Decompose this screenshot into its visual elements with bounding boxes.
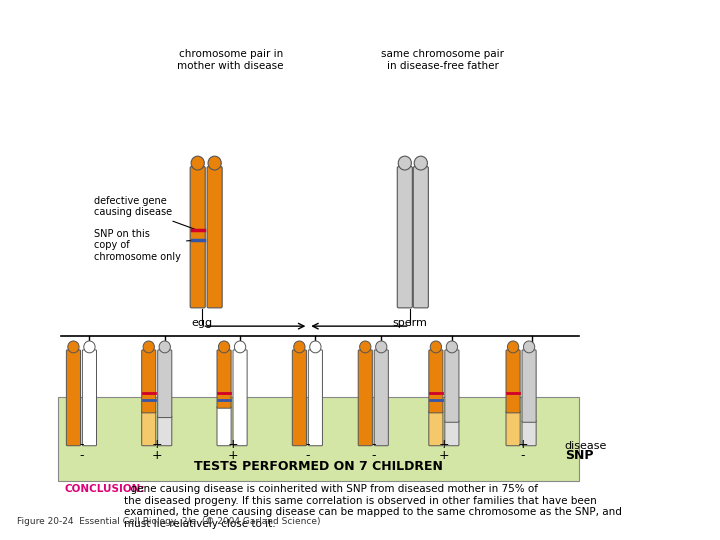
FancyBboxPatch shape	[158, 416, 172, 446]
FancyBboxPatch shape	[429, 350, 443, 413]
Text: +: +	[152, 438, 163, 451]
Text: TESTS PERFORMED ON 7 CHILDREN: TESTS PERFORMED ON 7 CHILDREN	[194, 461, 443, 474]
FancyBboxPatch shape	[506, 350, 520, 413]
FancyBboxPatch shape	[374, 350, 388, 446]
Text: -: -	[305, 449, 310, 462]
Text: +: +	[517, 438, 528, 451]
Text: defective gene
causing disease: defective gene causing disease	[94, 196, 195, 229]
Circle shape	[359, 341, 371, 353]
Circle shape	[376, 341, 387, 353]
Text: same chromosome pair
in disease-free father: same chromosome pair in disease-free fat…	[381, 50, 504, 71]
FancyBboxPatch shape	[359, 350, 372, 446]
FancyBboxPatch shape	[207, 166, 222, 308]
Circle shape	[68, 341, 79, 353]
Text: gene causing disease is coinherited with SNP from diseased mother in 75% of
the : gene causing disease is coinherited with…	[125, 484, 622, 529]
FancyBboxPatch shape	[292, 350, 307, 446]
Text: SNP: SNP	[565, 449, 593, 462]
FancyBboxPatch shape	[158, 350, 172, 417]
Circle shape	[191, 156, 204, 170]
Circle shape	[159, 341, 171, 353]
Text: +: +	[228, 449, 238, 462]
Circle shape	[523, 341, 535, 353]
FancyBboxPatch shape	[217, 406, 231, 445]
FancyBboxPatch shape	[142, 350, 156, 413]
Circle shape	[398, 156, 411, 170]
Circle shape	[235, 341, 246, 353]
FancyBboxPatch shape	[142, 411, 156, 446]
Text: +: +	[152, 449, 163, 462]
FancyBboxPatch shape	[506, 411, 520, 446]
Circle shape	[446, 341, 457, 353]
FancyBboxPatch shape	[233, 350, 247, 446]
Text: Figure 20-24  Essential Cell Biology, 2/e. (© 2004 Garland Science): Figure 20-24 Essential Cell Biology, 2/e…	[17, 517, 320, 526]
FancyBboxPatch shape	[58, 397, 579, 481]
FancyBboxPatch shape	[66, 350, 81, 446]
Text: egg: egg	[192, 318, 213, 328]
Circle shape	[208, 156, 221, 170]
Text: +: +	[228, 438, 238, 451]
Text: sperm: sperm	[392, 318, 427, 328]
Text: SNP on this
copy of
chromosome only: SNP on this copy of chromosome only	[94, 228, 195, 262]
FancyBboxPatch shape	[522, 420, 536, 445]
Text: chromosome pair in
mother with disease: chromosome pair in mother with disease	[177, 50, 284, 71]
FancyBboxPatch shape	[217, 350, 231, 408]
Circle shape	[218, 341, 230, 353]
FancyBboxPatch shape	[445, 420, 459, 445]
FancyBboxPatch shape	[413, 166, 428, 308]
Text: disease: disease	[565, 441, 607, 451]
Circle shape	[508, 341, 518, 353]
FancyBboxPatch shape	[397, 166, 413, 308]
Text: -: -	[80, 449, 84, 462]
FancyBboxPatch shape	[445, 350, 459, 422]
FancyBboxPatch shape	[190, 166, 205, 308]
Circle shape	[414, 156, 428, 170]
FancyBboxPatch shape	[429, 411, 443, 446]
FancyBboxPatch shape	[522, 350, 536, 422]
Text: -: -	[305, 438, 310, 451]
Text: CONCLUSION:: CONCLUSION:	[64, 484, 145, 494]
FancyBboxPatch shape	[308, 350, 323, 446]
Text: +: +	[439, 449, 450, 462]
Text: -: -	[372, 438, 376, 451]
Circle shape	[143, 341, 154, 353]
Circle shape	[294, 341, 305, 353]
Text: -: -	[521, 449, 525, 462]
Text: -: -	[372, 449, 376, 462]
Text: +: +	[439, 438, 450, 451]
Circle shape	[310, 341, 321, 353]
Circle shape	[84, 341, 95, 353]
Circle shape	[431, 341, 441, 353]
Text: -: -	[80, 438, 84, 451]
FancyBboxPatch shape	[82, 350, 96, 446]
